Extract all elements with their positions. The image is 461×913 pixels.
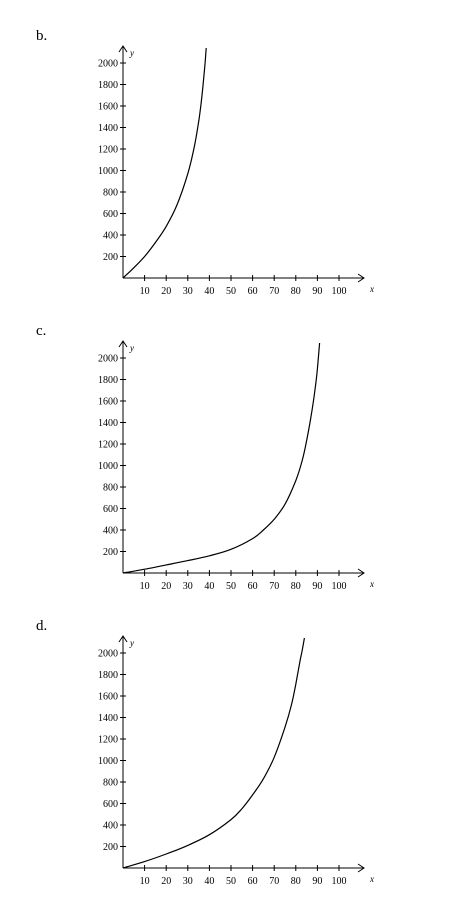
x-tick-label: 60	[248, 876, 258, 887]
x-tick-label: 100	[332, 286, 347, 297]
y-tick-label: 1200	[98, 735, 118, 746]
y-axis-arrow	[118, 45, 128, 53]
x-tick-label: 50	[226, 581, 236, 592]
y-tick-label: 600	[103, 209, 118, 220]
series-line	[122, 637, 305, 869]
chart-panel-d: d. y x 200 400 600 800 1000 1200 1400 1600 1800 200…	[0, 618, 461, 913]
x-axis-label: x	[369, 579, 374, 589]
y-tick-label: 200	[103, 547, 118, 558]
y-tick-label: 600	[103, 504, 118, 515]
x-axis-arrow	[357, 863, 365, 873]
x-tick-label: 20	[161, 286, 171, 297]
y-axis-label: y	[129, 343, 134, 353]
x-tick-label: 90	[312, 581, 322, 592]
panel-label: c.	[36, 323, 47, 339]
y-tick-label: 1200	[98, 145, 118, 156]
x-tick-label: 40	[204, 876, 214, 887]
x-axis-label: x	[369, 874, 374, 884]
y-tick-label: 600	[103, 799, 118, 810]
x-tick-label: 90	[312, 286, 322, 297]
y-tick-label: 800	[103, 188, 118, 199]
y-tick-label: 1600	[98, 692, 118, 703]
y-tick-label: 1000	[98, 756, 118, 767]
x-tick-label: 70	[269, 286, 279, 297]
x-tick-label: 60	[248, 581, 258, 592]
x-tick-label: 80	[291, 286, 301, 297]
panel-label: b.	[36, 28, 48, 44]
x-tick-label: 30	[183, 286, 193, 297]
x-tick-label: 90	[312, 876, 322, 887]
y-tick-label: 1000	[98, 461, 118, 472]
x-tick-label: 10	[140, 876, 150, 887]
x-tick-label: 20	[161, 581, 171, 592]
y-tick-label: 1800	[98, 670, 118, 681]
y-axis-label: y	[129, 638, 134, 648]
chart-plot: y x 200 400 600 800 1000 1200 1400 1600 1800 2000 10…	[98, 340, 374, 592]
y-tick-label: 400	[103, 231, 118, 242]
x-tick-label: 80	[291, 581, 301, 592]
x-tick-label: 100	[332, 581, 347, 592]
x-tick-label: 20	[161, 876, 171, 887]
x-axis-arrow	[357, 568, 365, 578]
chart-panel-c: c. y x 200 400 600 800 1000 1200 1400 1600 1800 200…	[0, 323, 461, 618]
x-tick-label: 30	[183, 581, 193, 592]
x-tick-label: 10	[140, 286, 150, 297]
chart-plot: y x 200 400 600 800 1000 1200 1400 1600 1800 2000 10…	[98, 635, 374, 887]
x-tick-label: 40	[204, 286, 214, 297]
y-tick-label: 200	[103, 252, 118, 263]
y-tick-label: 800	[103, 483, 118, 494]
y-tick-label: 1400	[98, 123, 118, 134]
y-tick-label: 1400	[98, 418, 118, 429]
y-tick-label: 2000	[98, 59, 118, 70]
y-tick-label: 2000	[98, 649, 118, 660]
series-line	[122, 47, 207, 279]
y-axis-arrow	[118, 340, 128, 348]
y-axis-label: y	[129, 48, 134, 58]
y-tick-label: 1000	[98, 166, 118, 177]
x-tick-label: 60	[248, 286, 258, 297]
y-tick-label: 1600	[98, 397, 118, 408]
y-tick-label: 1200	[98, 440, 118, 451]
series-line	[122, 342, 321, 574]
x-axis-label: x	[369, 284, 374, 294]
y-tick-label: 400	[103, 526, 118, 537]
y-tick-label: 800	[103, 778, 118, 789]
x-tick-label: 50	[226, 876, 236, 887]
x-tick-label: 10	[140, 581, 150, 592]
x-tick-label: 100	[332, 876, 347, 887]
y-tick-label: 200	[103, 842, 118, 853]
y-axis-arrow	[118, 635, 128, 643]
y-tick-label: 1800	[98, 80, 118, 91]
x-tick-label: 30	[183, 876, 193, 887]
panel-label: d.	[36, 618, 48, 634]
x-tick-label: 80	[291, 876, 301, 887]
x-tick-label: 50	[226, 286, 236, 297]
x-tick-label: 40	[204, 581, 214, 592]
y-tick-label: 1600	[98, 102, 118, 113]
y-tick-label: 2000	[98, 354, 118, 365]
x-tick-label: 70	[269, 876, 279, 887]
chart-plot: y x 200 400 600 800 1000 1200 1400 1600 1800 2000 10…	[98, 45, 374, 297]
y-tick-label: 400	[103, 821, 118, 832]
y-tick-label: 1800	[98, 375, 118, 386]
y-tick-label: 1400	[98, 713, 118, 724]
x-tick-label: 70	[269, 581, 279, 592]
chart-panel-b: b. y x 200 400 600 800 1000 1200 1400 1600 1800 200…	[0, 28, 461, 323]
x-axis-arrow	[357, 273, 365, 283]
